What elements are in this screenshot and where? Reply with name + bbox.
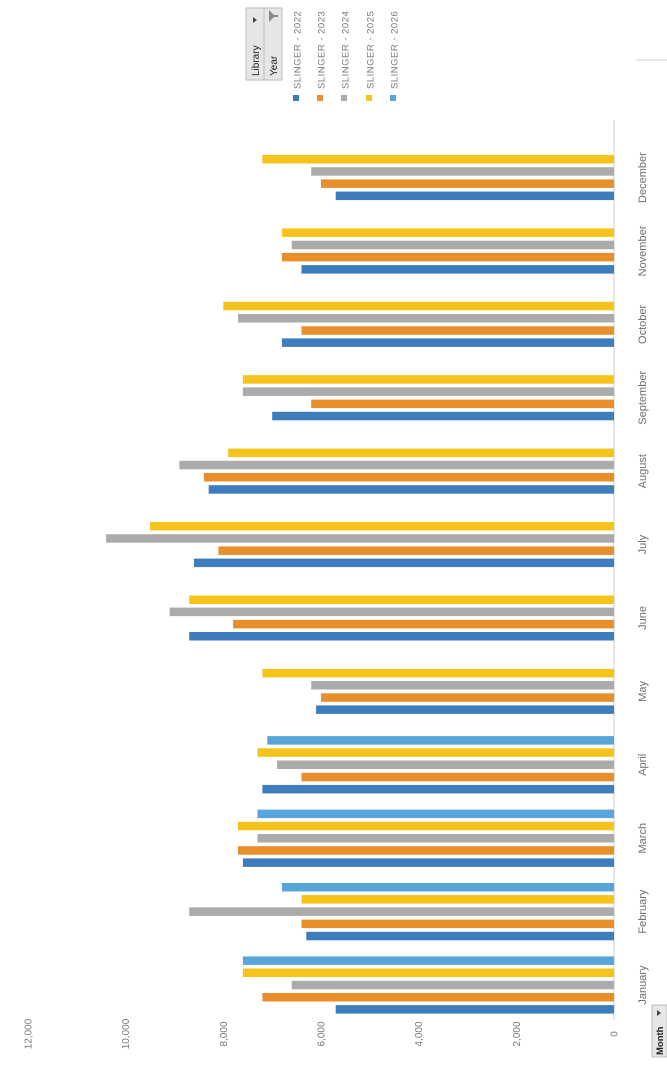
- bar-january-series-3: [291, 980, 614, 990]
- bar-october-series-1: [281, 338, 614, 347]
- bar-april-series-4: [257, 748, 614, 757]
- bar-july-series-2: [218, 546, 614, 555]
- legend-swatch-3: [341, 95, 347, 101]
- x-tick-label: January: [637, 965, 649, 1005]
- y-tick-labels: 0 2,000 4,000 6,000 8,000 10,000 12,000: [24, 1018, 621, 1049]
- bar-january-series-4: [242, 968, 614, 977]
- x-tick-label: March: [637, 823, 649, 854]
- bar-february-series-1: [306, 931, 614, 941]
- x-tick-label: October: [637, 305, 649, 344]
- bar-november-series-3: [291, 240, 614, 250]
- y-tick-label: 0: [610, 1031, 621, 1037]
- bar-february-series-3: [189, 907, 614, 916]
- legend: SLINGER - 2022 SLINGER - 2023 SLINGER - 20…: [293, 11, 401, 101]
- bar-march-series-5: [257, 809, 614, 819]
- y-tick-label: 6,000: [317, 1021, 328, 1046]
- bars-group: [106, 155, 615, 1014]
- y-tick-label: 12,000: [24, 1018, 35, 1049]
- bar-april-series-1: [262, 784, 614, 794]
- legend-label: SLINGER - 2024: [341, 11, 352, 89]
- x-tick-label: December: [637, 152, 649, 203]
- bar-april-series-5: [267, 736, 614, 745]
- legend-label: SLINGER - 2023: [317, 11, 328, 89]
- bar-may-series-3: [311, 681, 614, 690]
- x-tick-label: November: [637, 225, 649, 276]
- bar-october-series-2: [301, 326, 614, 335]
- year-filter[interactable]: Year: [263, 7, 283, 81]
- x-tick-label: August: [637, 454, 649, 488]
- bar-december-series-1: [335, 191, 614, 201]
- x-tick-label: April: [637, 754, 649, 776]
- month-filter[interactable]: Month: [651, 1004, 667, 1058]
- year-funnel-icon[interactable]: [269, 10, 278, 22]
- legend-swatch-2: [317, 95, 323, 101]
- bar-august-series-4: [228, 448, 614, 458]
- bar-august-series-2: [203, 473, 615, 482]
- y-tick-label: 10,000: [121, 1018, 132, 1049]
- bar-march-series-1: [242, 858, 614, 867]
- x-tick-label: February: [637, 889, 649, 934]
- bar-november-series-4: [281, 228, 614, 237]
- bar-june-series-4: [189, 595, 614, 604]
- month-dropdown-arrow-icon[interactable]: [657, 1010, 661, 1016]
- legend-swatch-5: [390, 95, 396, 101]
- library-filter-label: Library: [251, 45, 262, 76]
- bar-april-series-3: [277, 760, 614, 769]
- bar-september-series-2: [311, 399, 614, 409]
- bar-march-series-3: [257, 834, 614, 843]
- y-tick-label: 8,000: [219, 1021, 230, 1046]
- bar-may-series-2: [321, 693, 614, 702]
- bar-february-series-5: [281, 883, 614, 892]
- bar-january-series-5: [242, 956, 614, 965]
- legend-swatch-4: [366, 95, 372, 101]
- bar-july-series-4: [150, 522, 614, 531]
- bar-november-series-1: [301, 265, 614, 274]
- legend-swatch-1: [293, 95, 299, 101]
- x-tick-label: June: [637, 606, 649, 630]
- bar-june-series-2: [233, 619, 614, 629]
- bar-january-series-1: [335, 1005, 614, 1014]
- bar-may-series-1: [316, 705, 614, 714]
- bar-june-series-3: [169, 607, 614, 617]
- bar-june-series-1: [189, 632, 614, 641]
- library-filter[interactable]: Library: [245, 7, 265, 81]
- month-filter-label: Month: [655, 1026, 666, 1055]
- bar-december-series-4: [262, 155, 614, 164]
- bar-september-series-3: [242, 387, 614, 396]
- bar-september-series-4: [242, 375, 614, 384]
- x-tick-label: May: [637, 681, 649, 702]
- bar-august-series-3: [179, 460, 614, 470]
- bar-december-series-2: [321, 179, 614, 188]
- category-labels: January February March April May June July Augu…: [637, 152, 649, 1005]
- legend-label: SLINGER - 2022: [293, 11, 304, 89]
- y-tick-label: 2,000: [512, 1021, 523, 1046]
- y-tick-label: 4,000: [414, 1021, 425, 1046]
- bar-july-series-1: [194, 558, 614, 568]
- bar-november-series-2: [281, 252, 614, 262]
- bar-december-series-3: [311, 167, 614, 176]
- x-tick-label: September: [637, 371, 649, 425]
- library-dropdown-arrow-icon[interactable]: [253, 17, 257, 23]
- legend-label: SLINGER - 2026: [390, 11, 401, 89]
- bar-august-series-1: [208, 485, 614, 494]
- bar-january-series-2: [262, 993, 614, 1002]
- bar-april-series-2: [301, 772, 614, 782]
- x-tick-label: July: [637, 534, 649, 554]
- bar-october-series-4: [223, 301, 615, 311]
- year-filter-label: Year: [269, 55, 280, 76]
- bar-february-series-2: [301, 919, 614, 929]
- bar-september-series-1: [272, 411, 614, 421]
- bar-february-series-4: [301, 895, 614, 904]
- bar-march-series-4: [238, 821, 614, 831]
- bar-october-series-3: [238, 314, 614, 323]
- bar-may-series-4: [262, 668, 614, 678]
- bar-march-series-2: [238, 846, 614, 855]
- legend-label: SLINGER - 2025: [366, 11, 377, 89]
- bar-july-series-3: [106, 534, 614, 543]
